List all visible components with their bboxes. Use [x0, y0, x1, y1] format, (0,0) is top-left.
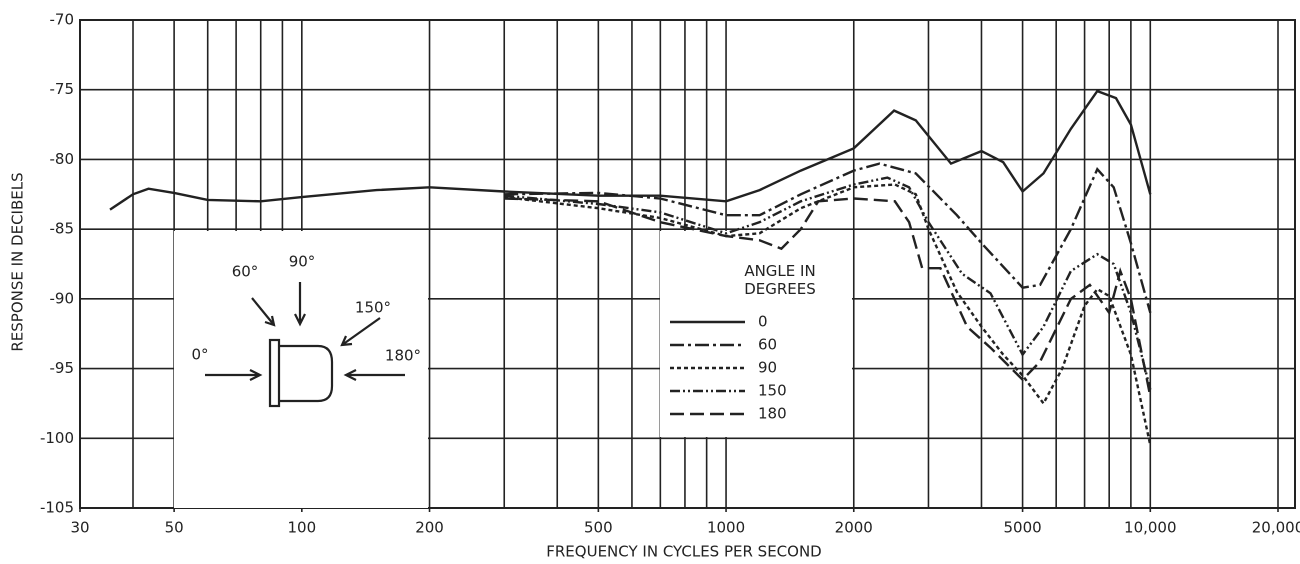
y-tick-label: -90 [50, 289, 75, 307]
y-tick-label: -80 [50, 150, 75, 168]
x-tick-label: 2000 [835, 519, 873, 537]
angle-annotation: 90° [289, 253, 316, 271]
chart: RESPONSE IN DECIBELS FREQUENCY IN CYCLES… [0, 0, 1300, 564]
y-tick-label: -75 [50, 80, 75, 98]
legend-title: ANGLE IN DEGREES [720, 262, 840, 298]
series-line [110, 91, 1150, 210]
x-tick-label: 30 [70, 519, 89, 537]
legend-label: 180 [758, 405, 787, 423]
x-tick-label: 50 [165, 519, 184, 537]
y-tick-label: -85 [50, 220, 75, 238]
legend-label: 60 [758, 336, 777, 354]
x-tick-label: 1000 [707, 519, 745, 537]
legend-label: 150 [758, 382, 787, 400]
angle-annotation: 150° [355, 299, 391, 317]
x-tick-label: 500 [584, 519, 613, 537]
y-tick-label: -95 [50, 359, 75, 377]
x-tick-label: 200 [415, 519, 444, 537]
y-tick-label: -105 [40, 499, 74, 517]
x-tick-label: 5000 [1003, 519, 1041, 537]
x-axis-label: FREQUENCY IN CYCLES PER SECOND [546, 543, 821, 561]
legend-label: 90 [758, 359, 777, 377]
angle-annotation: 0° [191, 346, 208, 364]
angle-annotation: 60° [232, 263, 259, 281]
x-tick-label: 20,000 [1252, 519, 1300, 537]
legend-label: 0 [758, 313, 768, 331]
angle-annotation: 180° [385, 347, 421, 365]
page: RESPONSE IN DECIBELS FREQUENCY IN CYCLES… [0, 0, 1300, 564]
y-tick-label: -70 [50, 11, 75, 29]
y-tick-label: -100 [40, 429, 74, 447]
inset-box [174, 231, 428, 508]
x-tick-label: 10,000 [1124, 519, 1177, 537]
x-tick-label: 100 [288, 519, 317, 537]
y-axis-label: RESPONSE IN DECIBELS [9, 172, 27, 351]
